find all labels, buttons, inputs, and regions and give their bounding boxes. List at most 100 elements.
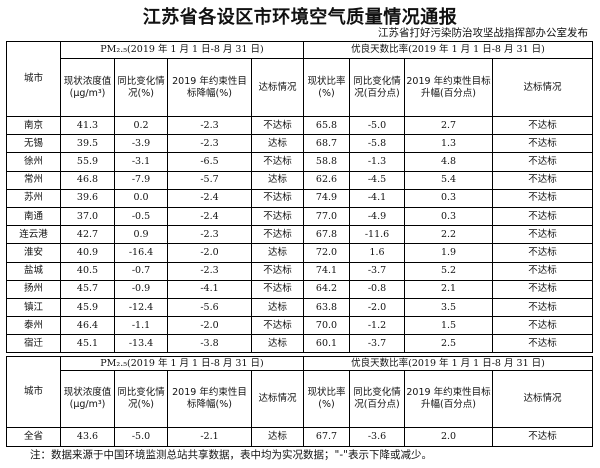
- table-cell: 不达标: [251, 206, 304, 227]
- table-cell: 39.5: [60, 134, 115, 154]
- city-cell: 连云港: [6, 225, 61, 245]
- table-cell: 不达标: [251, 279, 304, 299]
- table-cell: 2.5: [404, 334, 493, 354]
- table-cell: -6.5: [167, 152, 252, 172]
- table-cell: -3.6: [349, 427, 405, 447]
- table-cell: 41.3: [60, 115, 115, 136]
- table-cell: -2.3: [167, 225, 252, 245]
- column-header: 同比变化情况(%): [114, 58, 168, 117]
- table-cell: 2.0: [404, 427, 493, 447]
- table-cell: 不达标: [251, 316, 304, 336]
- table-cell: -5.8: [349, 134, 405, 154]
- table-cell: 不达标: [492, 170, 593, 190]
- table-cell: 1.9: [404, 243, 493, 263]
- table-cell: 43.6: [60, 427, 115, 447]
- table-cell: -0.8: [349, 279, 405, 299]
- table-cell: 2.7: [404, 115, 493, 136]
- table-cell: 达标: [251, 170, 304, 190]
- table-row: 徐州 55.9 -3.1 -6.5 不达标 58.8 -1.3 4.8 不达标: [6, 152, 593, 172]
- column-header: 达标情况: [492, 58, 593, 117]
- table-cell: -11.6: [349, 225, 405, 245]
- table-cell: 45.7: [60, 279, 115, 299]
- table-cell: -4.1: [349, 188, 405, 208]
- table-cell: 40.5: [60, 261, 115, 281]
- table-cell: 67.8: [303, 225, 350, 245]
- city-cell: 苏州: [6, 188, 61, 208]
- report-title: 江苏省各设区市环境空气质量情况通报: [142, 7, 458, 28]
- table-cell: -4.5: [349, 170, 405, 190]
- table-cell: 不达标: [492, 115, 593, 136]
- table-cell: 0.9: [114, 225, 168, 245]
- table-cell: -1.1: [114, 316, 168, 336]
- table-cell: 58.8: [303, 152, 350, 172]
- table-cell: 不达标: [492, 297, 593, 318]
- table-cell: 不达标: [251, 188, 304, 208]
- column-header: 2019 年约束性目标降幅(%): [167, 370, 252, 428]
- table-cell: 不达标: [251, 115, 304, 136]
- table-cell: 46.8: [60, 170, 115, 190]
- table-cell: 45.9: [60, 297, 115, 318]
- column-header: 达标情况: [251, 370, 304, 428]
- table-cell: 0.3: [404, 206, 493, 227]
- table-cell: -2.3: [167, 134, 252, 154]
- table-cell: -2.3: [167, 115, 252, 136]
- column-header: 达标情况: [251, 58, 304, 117]
- table-cell: 39.6: [60, 188, 115, 208]
- table-cell: 不达标: [492, 243, 593, 263]
- table-cell: -2.0: [349, 297, 405, 318]
- column-header: 同比变化情况(百分点): [349, 58, 405, 117]
- column-header: 现状比率(%): [303, 370, 350, 428]
- city-cell: 无锡: [6, 134, 61, 154]
- table-cell: 67.7: [303, 427, 350, 447]
- table-cell: 1.3: [404, 134, 493, 154]
- table-cell: 64.2: [303, 279, 350, 299]
- table-cell: 65.8: [303, 115, 350, 136]
- table-cell: 62.6: [303, 170, 350, 190]
- table-cell: -7.9: [114, 170, 168, 190]
- column-header: 2019 年约束性目标降幅(%): [167, 58, 252, 117]
- column-header: 现状浓度值(μg/m³): [60, 370, 115, 428]
- table-cell: -5.7: [167, 170, 252, 190]
- table-cell: 74.1: [303, 261, 350, 281]
- table-cell: -1.2: [349, 316, 405, 336]
- table-cell: 不达标: [492, 206, 593, 227]
- table-cell: 不达标: [492, 316, 593, 336]
- good-days-group-header: 优良天数比率(2019 年 1 月 1 日-8 月 31 日): [303, 356, 593, 371]
- table-cell: 63.8: [303, 297, 350, 318]
- table-cell: -5.0: [114, 427, 168, 447]
- table-row: 宿迁 45.1 -13.4 -3.8 达标 60.1 -3.7 2.5 不达标: [6, 334, 593, 354]
- table-cell: 74.9: [303, 188, 350, 208]
- table-cell: 5.4: [404, 170, 493, 190]
- table-row: 无锡 39.5 -3.9 -2.3 达标 68.7 -5.8 1.3 不达标: [6, 134, 593, 154]
- table-cell: -3.7: [349, 334, 405, 354]
- table-row: 连云港 42.7 0.9 -2.3 不达标 67.8 -11.6 2.2 不达标: [6, 225, 593, 245]
- table-cell: 不达标: [492, 427, 593, 447]
- table-cell: 不达标: [492, 152, 593, 172]
- city-air-quality-table: 城市 PM₂.₅(2019 年 1 月 1 日-8 月 31 日) 优良天数比率…: [6, 41, 593, 354]
- table-cell: 不达标: [251, 261, 304, 281]
- table-cell: 68.7: [303, 134, 350, 154]
- table-row: 常州 46.8 -7.9 -5.7 达标 62.6 -4.5 5.4 不达标: [6, 170, 593, 190]
- table-cell: 0.0: [114, 188, 168, 208]
- table-row: 全省 43.6 -5.0 -2.1 达标 67.7 -3.6 2.0 不达标: [6, 427, 593, 447]
- column-header: 2019 年约束性目标升幅(百分点): [404, 58, 493, 117]
- table-row: 苏州 39.6 0.0 -2.4 不达标 74.9 -4.1 0.3 不达标: [6, 188, 593, 208]
- city-cell: 泰州: [6, 316, 61, 336]
- table-cell: -4.9: [349, 206, 405, 227]
- city-cell: 宿迁: [6, 334, 61, 354]
- table-cell: 70.0: [303, 316, 350, 336]
- city-cell: 常州: [6, 170, 61, 190]
- table-cell: 2.1: [404, 279, 493, 299]
- table-cell: 达标: [251, 134, 304, 154]
- column-header: 现状比率(%): [303, 58, 350, 117]
- table-cell: -2.1: [167, 427, 252, 447]
- table-cell: 1.6: [349, 243, 405, 263]
- table-cell: 不达标: [492, 134, 593, 154]
- table-cell: 达标: [251, 334, 304, 354]
- table-cell: -4.1: [167, 279, 252, 299]
- table-cell: 46.4: [60, 316, 115, 336]
- table-cell: -3.1: [114, 152, 168, 172]
- column-header: 现状浓度值(μg/m³): [60, 58, 115, 117]
- table-cell: 72.0: [303, 243, 350, 263]
- table-row: 南通 37.0 -0.5 -2.4 不达标 77.0 -4.9 0.3 不达标: [6, 206, 593, 227]
